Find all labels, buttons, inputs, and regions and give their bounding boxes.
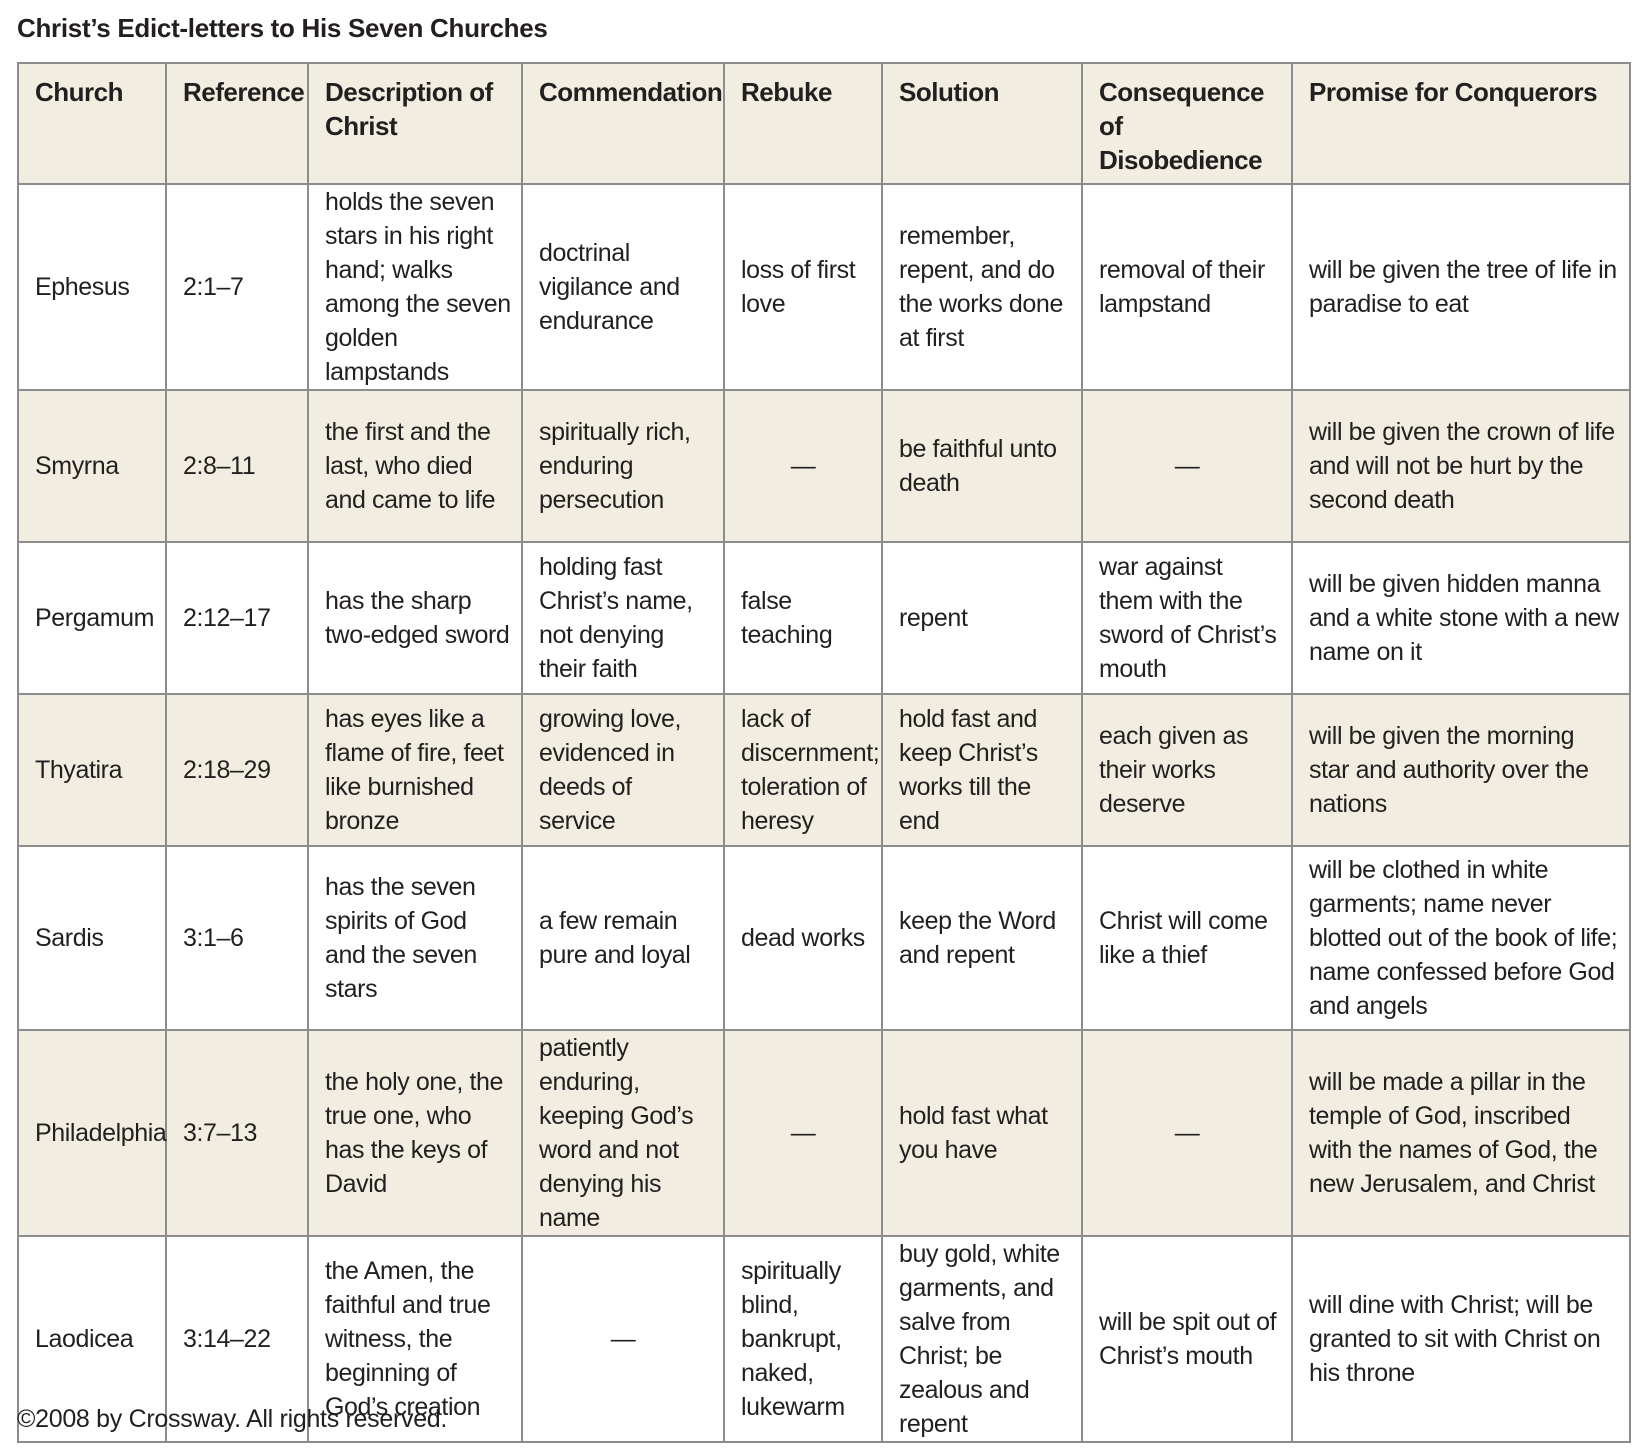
church-cell: Pergamum	[17, 541, 167, 695]
description-cell: has the seven spirits of God and the sev…	[307, 845, 523, 1031]
solution-cell: keep the Word and repent	[881, 845, 1083, 1031]
consequence-cell: removal of their lampstand	[1081, 183, 1293, 391]
table-row: Philadelphia 3:7–13 the holy one, the tr…	[17, 1029, 1631, 1237]
reference-cell: 2:12–17	[165, 541, 309, 695]
rebuke-cell: —	[723, 1029, 883, 1237]
copyright-notice: ©2008 by Crossway. All rights reserved.	[17, 1405, 448, 1433]
commendation-cell: —	[521, 1235, 725, 1443]
solution-cell: remember, repent, and do the works done …	[881, 183, 1083, 391]
commendation-cell: growing love, evidenced in deeds of serv…	[521, 693, 725, 847]
header-rebuke: Rebuke	[723, 62, 883, 185]
solution-cell: repent	[881, 541, 1083, 695]
rebuke-cell: spiritually blind, bankrupt, naked, luke…	[723, 1235, 883, 1443]
description-cell: the Amen, the faithful and true witness,…	[307, 1235, 523, 1443]
church-cell: Ephesus	[17, 183, 167, 391]
churches-table: Church Reference Description of Christ C…	[17, 62, 1631, 1443]
promise-cell: will be given hidden manna and a white s…	[1291, 541, 1631, 695]
promise-cell: will be clothed in white garments; name …	[1291, 845, 1631, 1031]
description-cell: the first and the last, who died and cam…	[307, 389, 523, 543]
page-title: Christ’s Edict-letters to His Seven Chur…	[17, 13, 548, 43]
promise-cell: will be given the tree of life in paradi…	[1291, 183, 1631, 391]
church-cell: Smyrna	[17, 389, 167, 543]
table-row: Ephesus 2:1–7 holds the seven stars in h…	[17, 183, 1631, 391]
rebuke-cell: —	[723, 389, 883, 543]
description-cell: has eyes like a flame of fire, feet like…	[307, 693, 523, 847]
commendation-cell: a few remain pure and loyal	[521, 845, 725, 1031]
commendation-cell: doctrinal vigilance and endurance	[521, 183, 725, 391]
header-promise-for-conquerors: Promise for Conquerors	[1291, 62, 1631, 185]
reference-cell: 3:1–6	[165, 845, 309, 1031]
consequence-cell: Christ will come like a thief	[1081, 845, 1293, 1031]
description-cell: holds the seven stars in his right hand;…	[307, 183, 523, 391]
church-cell: Sardis	[17, 845, 167, 1031]
commendation-cell: spiritually rich, enduring persecution	[521, 389, 725, 543]
consequence-cell: —	[1081, 389, 1293, 543]
header-description-of-christ: Description of Christ	[307, 62, 523, 185]
promise-cell: will be given the crown of life and will…	[1291, 389, 1631, 543]
table-row: Thyatira 2:18–29 has eyes like a flame o…	[17, 693, 1631, 847]
solution-cell: buy gold, white garments, and salve from…	[881, 1235, 1083, 1443]
solution-cell: hold fast and keep Christ’s works till t…	[881, 693, 1083, 847]
consequence-cell: —	[1081, 1029, 1293, 1237]
consequence-cell: war against them with the sword of Chris…	[1081, 541, 1293, 695]
reference-cell: 2:1–7	[165, 183, 309, 391]
church-cell: Thyatira	[17, 693, 167, 847]
rebuke-cell: loss of first love	[723, 183, 883, 391]
commendation-cell: holding fast Christ’s name, not denying …	[521, 541, 725, 695]
rebuke-cell: false teaching	[723, 541, 883, 695]
header-church: Church	[17, 62, 167, 185]
promise-cell: will dine with Christ; will be granted t…	[1291, 1235, 1631, 1443]
reference-cell: 2:8–11	[165, 389, 309, 543]
promise-cell: will be made a pillar in the temple of G…	[1291, 1029, 1631, 1237]
table-row: Pergamum 2:12–17 has the sharp two-edged…	[17, 541, 1631, 695]
header-consequence-of-disobedience: Consequence of Disobedience	[1081, 62, 1293, 185]
consequence-cell: each given as their works deserve	[1081, 693, 1293, 847]
reference-cell: 2:18–29	[165, 693, 309, 847]
promise-cell: will be given the morning star and autho…	[1291, 693, 1631, 847]
table-row: Smyrna 2:8–11 the first and the last, wh…	[17, 389, 1631, 543]
table-header-row: Church Reference Description of Christ C…	[17, 62, 1631, 185]
header-commendation: Commendation	[521, 62, 725, 185]
description-cell: the holy one, the true one, who has the …	[307, 1029, 523, 1237]
solution-cell: be faithful unto death	[881, 389, 1083, 543]
table-row: Sardis 3:1–6 has the seven spirits of Go…	[17, 845, 1631, 1031]
rebuke-cell: lack of discernment; toleration of heres…	[723, 693, 883, 847]
consequence-cell: will be spit out of Christ’s mouth	[1081, 1235, 1293, 1443]
header-solution: Solution	[881, 62, 1083, 185]
reference-cell: 3:7–13	[165, 1029, 309, 1237]
solution-cell: hold fast what you have	[881, 1029, 1083, 1237]
description-cell: has the sharp two-edged sword	[307, 541, 523, 695]
commendation-cell: patiently enduring, keeping God’s word a…	[521, 1029, 725, 1237]
rebuke-cell: dead works	[723, 845, 883, 1031]
table-row: Laodicea 3:14–22 the Amen, the faithful …	[17, 1235, 1631, 1443]
church-cell: Laodicea	[17, 1235, 167, 1443]
reference-cell: 3:14–22	[165, 1235, 309, 1443]
church-cell: Philadelphia	[17, 1029, 167, 1237]
header-reference: Reference	[165, 62, 309, 185]
